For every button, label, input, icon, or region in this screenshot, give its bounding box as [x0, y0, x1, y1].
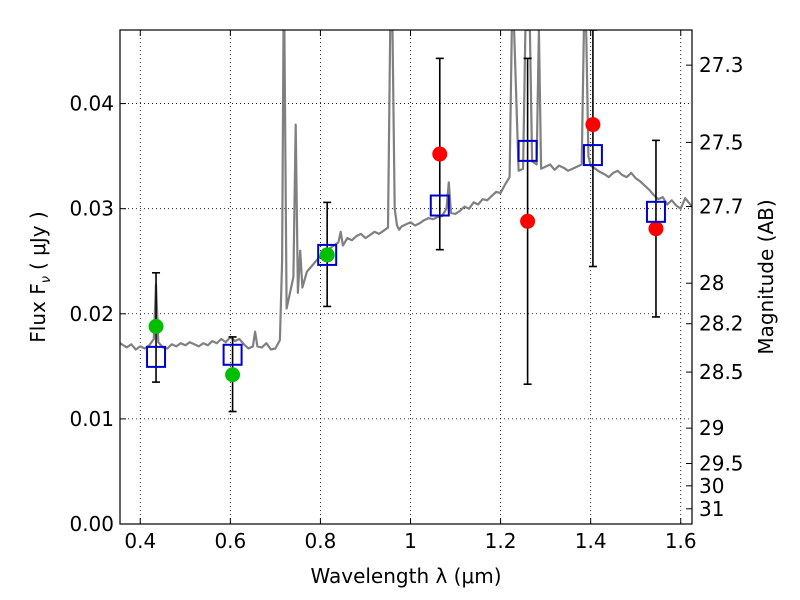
y-axis-title-subscript: ν	[39, 276, 54, 283]
x-tick-labels: 0.4 0.6 0.8 1 1.2 1.4 1.6	[124, 529, 696, 553]
y-tick-label: 0.02	[69, 302, 114, 326]
y-axis-title-unit: ( μJy )	[26, 211, 50, 270]
model-point	[222, 343, 243, 366]
y2-tick-label: 28	[699, 271, 724, 295]
y-tick-label: 0.00	[69, 512, 114, 536]
model-point	[317, 243, 338, 266]
x-tick-label: 1.4	[575, 529, 607, 553]
y2-tick-label: 27.5	[699, 130, 744, 154]
model-point	[429, 194, 450, 217]
model-point	[146, 345, 167, 368]
observed-point	[225, 367, 241, 383]
observed-point	[148, 318, 164, 334]
model-point	[517, 139, 538, 162]
x-tick-label: 1.2	[485, 529, 517, 553]
observed-point	[520, 213, 536, 229]
model-point	[582, 144, 603, 167]
y2-tick-label: 29.5	[699, 452, 744, 476]
x-tick-label: 1.6	[665, 529, 697, 553]
y2-tick-label: 29	[699, 416, 724, 440]
y-tick-label: 0.03	[69, 197, 114, 221]
y-axis-title-main: Flux F	[26, 283, 50, 342]
observed-point	[648, 221, 664, 237]
y2-tick-label: 28.5	[699, 360, 744, 384]
y2-tick-label: 31	[699, 497, 724, 521]
x-tick-label: 0.4	[124, 529, 156, 553]
y2-tick-label: 28.2	[699, 312, 744, 336]
x-tick-label: 1	[404, 529, 417, 553]
observed-point	[319, 247, 335, 263]
x-axis-title: Wavelength λ (μm)	[310, 564, 501, 588]
axis-ticks	[120, 30, 692, 525]
spectrum-line	[120, 30, 692, 351]
x-tick-label: 0.6	[214, 529, 246, 553]
data-markers	[146, 117, 666, 383]
model-spectrum	[120, 30, 692, 351]
observed-point	[432, 146, 448, 162]
y-tick-label: 0.01	[69, 407, 114, 431]
y2-axis-title: Magnitude (AB)	[754, 199, 778, 354]
y-tick-labels: 0.00 0.01 0.02 0.03 0.04	[69, 92, 114, 536]
y2-tick-label: 27.3	[699, 53, 744, 77]
plot-frame	[119, 29, 693, 525]
observed-point	[585, 117, 601, 133]
y2-tick-label: 30	[699, 474, 724, 498]
y2-tick-label: 27.7	[699, 195, 744, 219]
y-axis-title: Flux Fν ( μJy )	[26, 211, 54, 342]
x-tick-label: 0.8	[305, 529, 337, 553]
y-tick-label: 0.04	[69, 92, 114, 116]
model-point	[645, 200, 666, 223]
